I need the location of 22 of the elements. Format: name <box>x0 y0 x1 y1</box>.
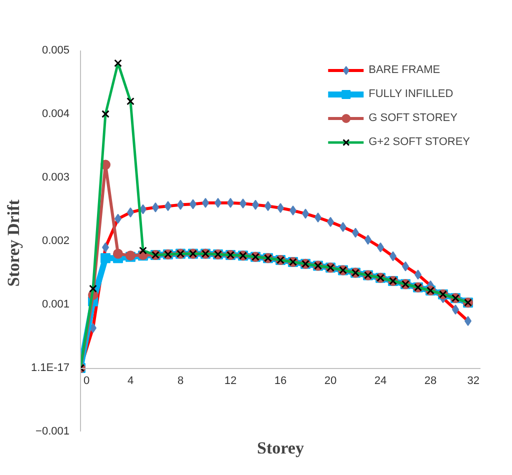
y-tick-label: 0.001 <box>42 298 70 310</box>
x-tick-label: 32 <box>467 375 480 387</box>
y-tick-label: 0.005 <box>42 44 70 56</box>
x-tick-label: 4 <box>127 375 134 387</box>
y-axis-title: Storey Drift <box>4 199 23 287</box>
y-tick-label: 0.004 <box>42 108 70 120</box>
legend-label: BARE FRAME <box>368 64 440 76</box>
y-tick-label: 0.003 <box>42 172 70 184</box>
x-tick-label: 0 <box>84 375 90 387</box>
legend-label: FULLY INFILLED <box>368 88 454 100</box>
x-tick-label: 24 <box>374 375 387 387</box>
y-tick-label: −0.001 <box>36 426 70 438</box>
x-tick-label: 12 <box>224 375 237 387</box>
y-tick-label: 1.1E-17 <box>30 362 70 374</box>
x-tick-label: 20 <box>324 375 337 387</box>
x-axis-title: Storey <box>257 438 304 458</box>
x-tick-label: 16 <box>274 375 287 387</box>
legend-label: G+2 SOFT STOREY <box>368 136 470 148</box>
y-tick-label: 0.002 <box>42 235 70 247</box>
x-tick-label: 28 <box>424 375 437 387</box>
x-tick-label: 8 <box>177 375 184 387</box>
legend-label: G SOFT STOREY <box>368 112 458 124</box>
